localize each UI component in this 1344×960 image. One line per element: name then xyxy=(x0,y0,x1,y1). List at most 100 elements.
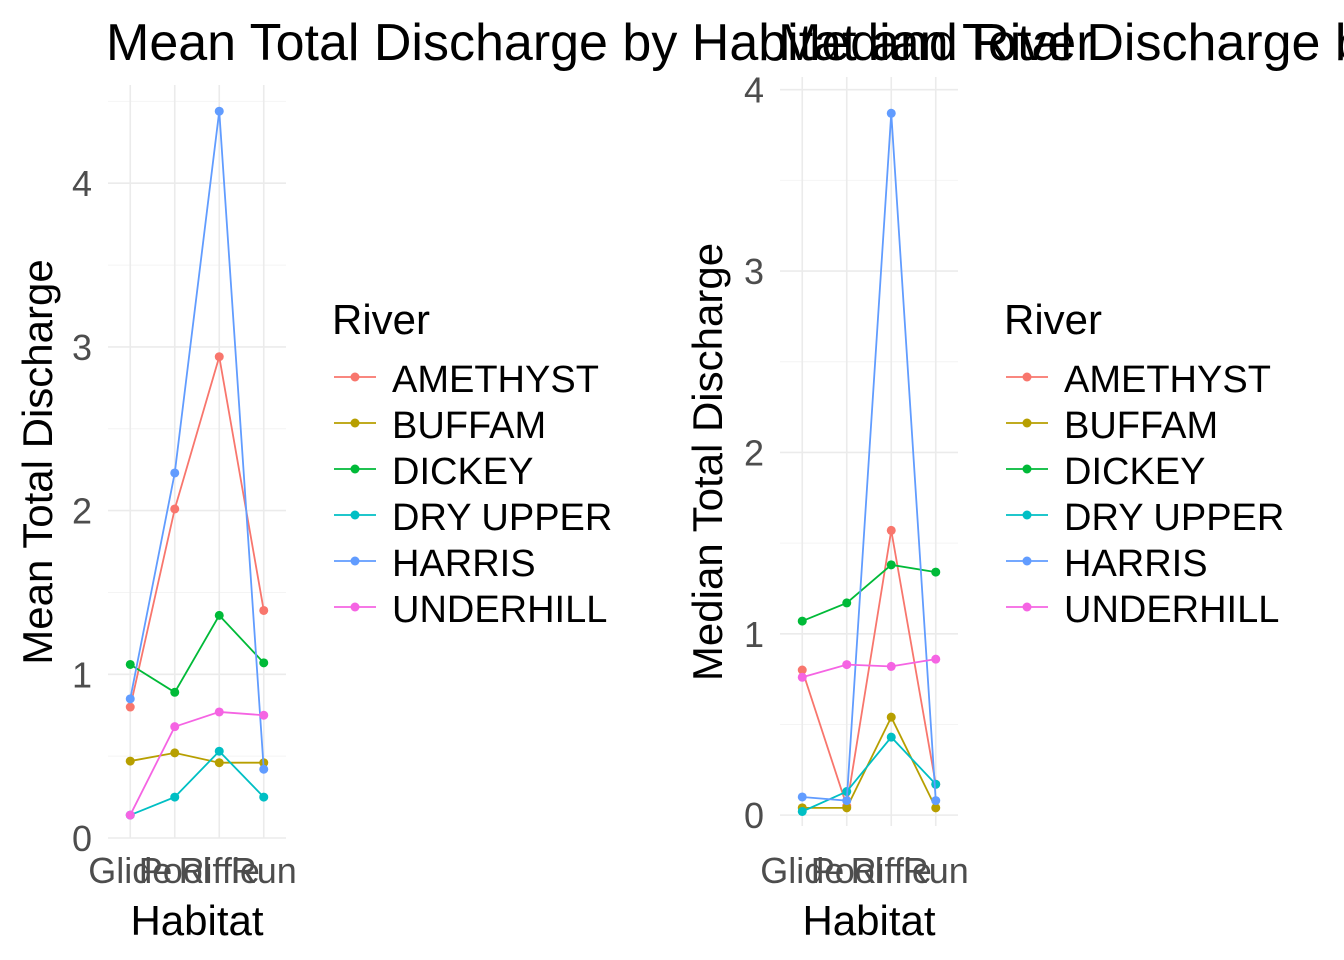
legend-label-underhill: UNDERHILL xyxy=(1064,589,1279,631)
data-point-dickey-pool xyxy=(842,598,852,608)
legend-label-buffam: BUFFAM xyxy=(392,405,546,447)
legend-label-amethyst: AMETHYST xyxy=(392,359,599,401)
legend-label-harris: HARRIS xyxy=(1064,543,1208,585)
y-tick-label: 4 xyxy=(744,70,764,111)
legend-key-point xyxy=(1022,602,1032,612)
data-point-dry-upper-glide xyxy=(797,806,807,816)
series-line-dickey xyxy=(129,613,265,694)
legend-label-amethyst: AMETHYST xyxy=(1064,359,1271,401)
data-point-amethyst-glide xyxy=(797,665,807,675)
data-point-underhill-glide xyxy=(797,672,807,682)
legend-key-point xyxy=(350,418,360,428)
y-tick-label: 3 xyxy=(72,327,92,368)
data-point-dickey-glide xyxy=(125,659,135,669)
data-point-dickey-run xyxy=(931,567,941,577)
legend-key-point xyxy=(1022,510,1032,520)
data-point-dry-upper-riffle xyxy=(886,732,896,742)
legend-title: River xyxy=(1004,296,1102,343)
data-point-dry-upper-riffle xyxy=(214,746,224,756)
data-point-harris-run xyxy=(259,764,269,774)
y-tick-label: 4 xyxy=(72,163,92,204)
data-point-buffam-pool xyxy=(170,748,180,758)
legend-label-underhill: UNDERHILL xyxy=(392,589,607,631)
data-point-buffam-riffle xyxy=(886,712,896,722)
legend-label-harris: HARRIS xyxy=(392,543,536,585)
legend-label-dry-upper: DRY UPPER xyxy=(392,497,612,539)
data-point-harris-pool xyxy=(170,468,180,478)
x-tick-label-pool: Pool xyxy=(811,850,883,891)
x-axis-title: Habitat xyxy=(802,897,935,944)
data-point-harris-riffle xyxy=(886,108,896,118)
series-line-buffam xyxy=(802,715,937,809)
data-point-dickey-riffle xyxy=(886,560,896,570)
legend-key-point xyxy=(350,510,360,520)
x-tick-label-riffle: Riffle xyxy=(851,850,932,891)
legend-key-point xyxy=(350,556,360,566)
data-point-harris-pool xyxy=(842,796,852,806)
legend-key-point xyxy=(350,464,360,474)
series-line-dry-upper xyxy=(129,749,265,816)
series-line-dickey xyxy=(801,563,936,622)
data-point-underhill-run xyxy=(259,710,269,720)
legend-key-point xyxy=(350,372,360,382)
series-line-buffam xyxy=(130,751,264,764)
y-tick-label: 1 xyxy=(744,614,764,655)
y-tick-label: 2 xyxy=(744,432,764,473)
x-tick-label-pool: Pool xyxy=(139,850,211,891)
series-line-amethyst xyxy=(801,530,937,807)
data-point-amethyst-pool xyxy=(170,504,180,514)
data-point-harris-glide xyxy=(797,792,807,802)
data-point-underhill-glide xyxy=(125,810,135,820)
data-point-amethyst-riffle xyxy=(886,525,896,535)
chart-title-mean: Mean Total Discharge by Habitat and Rive… xyxy=(106,14,1094,72)
data-point-dickey-riffle xyxy=(214,610,224,620)
x-axis-title: Habitat xyxy=(130,897,263,944)
data-point-dickey-glide xyxy=(797,616,807,626)
data-point-harris-glide xyxy=(125,694,135,704)
legend-key-point xyxy=(1022,556,1032,566)
data-point-buffam-glide xyxy=(125,756,135,766)
x-tick-label-glide: Glide xyxy=(88,850,172,891)
series-line-underhill xyxy=(129,711,264,816)
data-point-dry-upper-pool xyxy=(170,792,180,802)
legend-title: River xyxy=(332,296,430,343)
x-tick-label-riffle: Riffle xyxy=(179,850,260,891)
data-point-buffam-riffle xyxy=(214,758,224,768)
data-point-dry-upper-run xyxy=(259,792,269,802)
y-axis-title: Mean Total Discharge xyxy=(14,259,61,664)
legend-label-dickey: DICKEY xyxy=(392,451,533,493)
x-tick-label-run: Run xyxy=(903,850,969,891)
legend-label-dickey: DICKEY xyxy=(1064,451,1205,493)
data-point-underhill-run xyxy=(931,654,941,664)
legend-label-buffam: BUFFAM xyxy=(1064,405,1218,447)
y-axis-title: Median Total Discharge xyxy=(684,243,731,681)
x-tick-label-run: Run xyxy=(231,850,297,891)
data-point-underhill-pool xyxy=(842,660,852,670)
series-line-underhill xyxy=(802,658,936,679)
series-line-dry-upper xyxy=(801,735,937,813)
x-tick-label-glide: Glide xyxy=(760,850,844,891)
legend-key-point xyxy=(350,602,360,612)
data-point-underhill-riffle xyxy=(886,661,896,671)
y-tick-label: 3 xyxy=(744,251,764,292)
data-point-buffam-pool xyxy=(842,803,852,813)
chart-title-median: Median Total Discharge by Habitat and Ri… xyxy=(778,14,1344,72)
data-point-underhill-riffle xyxy=(214,707,224,717)
data-point-dry-upper-run xyxy=(931,779,941,789)
data-point-underhill-pool xyxy=(170,722,180,732)
data-point-harris-riffle xyxy=(214,106,224,116)
series-line-harris xyxy=(129,111,265,770)
data-point-dickey-pool xyxy=(170,687,180,697)
data-point-amethyst-riffle xyxy=(214,352,224,362)
legend-label-dry-upper: DRY UPPER xyxy=(1064,497,1284,539)
data-point-harris-run xyxy=(931,796,941,806)
legend-key-point xyxy=(1022,418,1032,428)
data-point-amethyst-glide xyxy=(125,702,135,712)
y-tick-label: 0 xyxy=(72,818,92,859)
y-tick-label: 0 xyxy=(744,795,764,836)
